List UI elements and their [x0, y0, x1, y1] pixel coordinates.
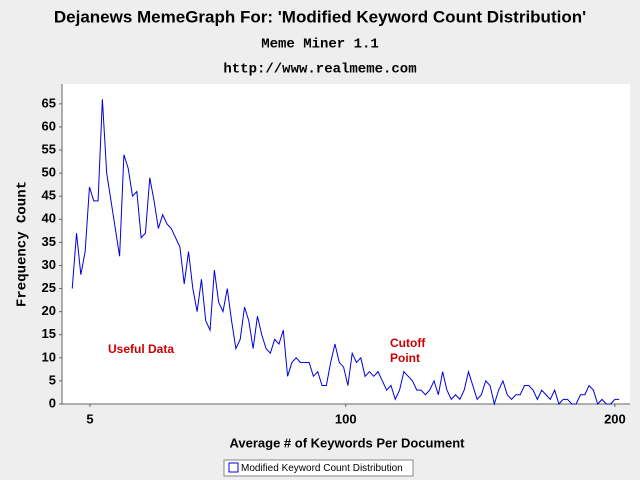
y-tick-label: 45 [42, 188, 56, 203]
y-tick-label: 55 [42, 141, 56, 156]
y-tick-label: 0 [49, 395, 56, 410]
y-tick-label: 30 [42, 257, 56, 272]
x-axis-label: Average # of Keywords Per Document [229, 435, 465, 450]
chart-title: Dejanews MemeGraph For: 'Modified Keywor… [54, 7, 586, 26]
chart-url: http://www.realmeme.com [223, 62, 416, 78]
y-axis-label: Frequency Count [15, 181, 31, 307]
y-tick-label: 25 [42, 280, 56, 295]
annotation: Useful Data [108, 342, 174, 356]
y-tick-label: 60 [42, 118, 56, 133]
y-tick-label: 10 [42, 349, 56, 364]
legend-swatch [228, 462, 239, 473]
y-tick-label: 50 [42, 165, 56, 180]
y-tick-label: 40 [42, 211, 56, 226]
plot-area [62, 84, 630, 404]
y-tick-label: 15 [42, 326, 56, 341]
annotation: Point [390, 351, 420, 365]
y-tick-label: 65 [42, 95, 56, 110]
chart-subtitle: Meme Miner 1.1 [261, 37, 379, 53]
data-line [71, 99, 620, 406]
x-tick-label: 5 [86, 411, 93, 426]
x-tick-label: 100 [335, 411, 357, 426]
annotation: Cutoff [390, 336, 426, 350]
legend-label: Modified Keyword Count Distribution [241, 463, 403, 474]
y-tick-label: 5 [49, 372, 56, 387]
y-tick-label: 20 [42, 303, 56, 318]
x-tick-label: 200 [604, 411, 626, 426]
legend [223, 459, 414, 477]
y-tick-label: 35 [42, 234, 56, 249]
